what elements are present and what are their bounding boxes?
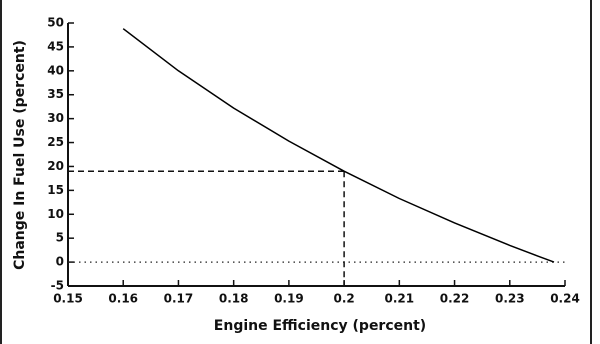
y-tick-label: 40 [47, 63, 64, 77]
x-tick-label: 0.24 [550, 292, 580, 306]
x-tick-label: 0.15 [53, 292, 83, 306]
y-tick-label: 15 [47, 183, 64, 197]
y-tick-label: 45 [47, 39, 64, 53]
x-tick-label: 0.23 [495, 292, 525, 306]
y-axis-label: Change In Fuel Use (percent) [12, 40, 28, 270]
x-tick-label: 0.17 [164, 292, 194, 306]
y-tick-label: 20 [47, 159, 64, 173]
y-tick-label: 0 [56, 255, 64, 269]
x-tick-label: 0.21 [385, 292, 415, 306]
y-tick-label: 50 [47, 16, 64, 30]
data-line [122, 28, 555, 263]
x-tick-label: 0.19 [274, 292, 304, 306]
x-tick-label: 0.2 [333, 292, 354, 306]
x-tick-label: 0.18 [219, 292, 249, 306]
x-axis-label: Engine Efficiency (percent) [214, 318, 426, 334]
x-tick-label: 0.22 [440, 292, 470, 306]
x-tick-label: 0.16 [108, 292, 138, 306]
y-tick-label: 25 [47, 135, 64, 149]
y-tick-label: 35 [47, 87, 64, 101]
y-tick-label: 5 [56, 231, 64, 245]
y-tick-label: 30 [47, 111, 64, 125]
y-tick-label: -5 [51, 279, 64, 293]
y-tick-label: 10 [47, 207, 64, 221]
